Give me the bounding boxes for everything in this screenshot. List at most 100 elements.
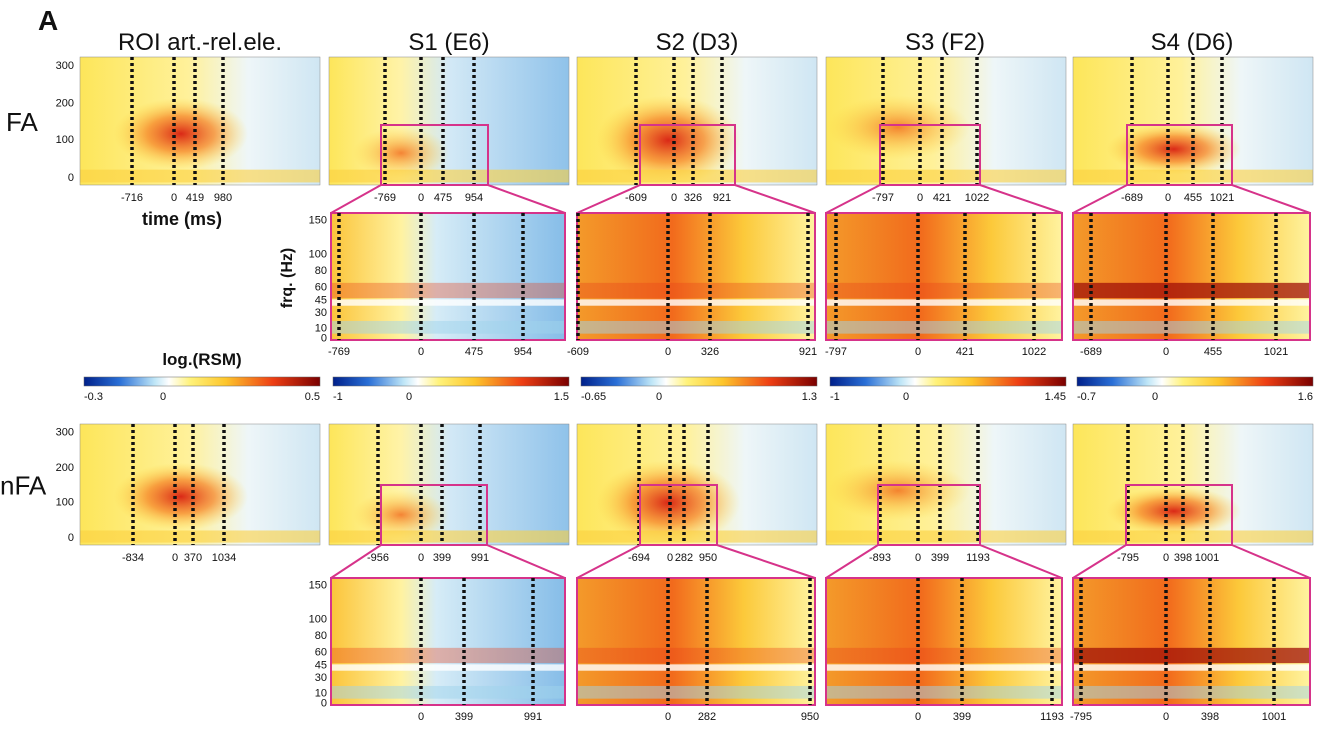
zoom-frame	[330, 577, 566, 706]
y-tick-label: 30	[315, 307, 327, 319]
x-tick-label: -797	[825, 346, 847, 358]
x-tick-label: 0	[418, 711, 424, 723]
zoom-box	[639, 484, 718, 546]
x-tick-label: 991	[524, 711, 542, 723]
zoom-connector	[979, 184, 1063, 214]
x-tick-label: 1022	[1022, 346, 1046, 358]
heatmap-blob	[826, 95, 970, 160]
x-tick-label: 475	[465, 346, 483, 358]
x-tick-label: -769	[328, 346, 350, 358]
y-tick-label: 150	[309, 214, 327, 226]
zoom-connector	[487, 184, 566, 214]
zoom-connector	[1072, 544, 1127, 579]
y-tick-label: 60	[315, 647, 327, 659]
colorbar-tick-label: 0.5	[305, 391, 320, 403]
x-tick-label: 1193	[966, 552, 990, 564]
zoom-band	[1073, 664, 1310, 671]
x-tick-label: 1021	[1210, 192, 1234, 204]
zoom-band	[331, 664, 565, 671]
x-tick-label: 0	[172, 552, 178, 564]
heatmap-band	[80, 169, 320, 183]
colorbar-tick-label: 0	[903, 391, 909, 403]
y-tick-label: 200	[56, 98, 74, 110]
x-tick-label: -956	[367, 552, 389, 564]
zoom-heatmap	[1073, 213, 1310, 340]
panel-label: A	[38, 5, 58, 36]
zoom-connector	[1072, 184, 1128, 214]
zoom-connector	[716, 544, 816, 579]
heatmap-band	[577, 169, 817, 183]
zoom-box	[639, 124, 736, 186]
x-tick-label: 0	[665, 346, 671, 358]
x-tick-label: 370	[184, 552, 202, 564]
heatmap-band	[826, 530, 1066, 543]
x-tick-label: 0	[915, 711, 921, 723]
heatmap-blob	[826, 460, 970, 521]
zoom-band	[577, 299, 815, 306]
x-tick-label: 0	[1163, 552, 1169, 564]
zoom-frame	[1072, 577, 1311, 706]
zoom-band	[826, 282, 1062, 299]
colorbar-label: log.(RSM)	[162, 350, 241, 369]
y-tick-label: 300	[56, 427, 74, 439]
colorbar-tick-label: -0.3	[84, 391, 103, 403]
x-tick-label: 282	[675, 552, 693, 564]
heatmap-frame	[79, 423, 321, 546]
heatmap-blob	[596, 95, 741, 185]
x-tick-label: 455	[1184, 192, 1202, 204]
colorbar-tick-label: -1	[830, 391, 840, 403]
heatmap-blob	[596, 460, 741, 545]
y-tick-label: 30	[315, 672, 327, 684]
x-tick-label: -795	[1070, 711, 1092, 723]
colorbar-tick-label: -0.7	[1077, 391, 1096, 403]
zoom-heatmap	[826, 213, 1062, 340]
zoom-connector	[486, 544, 566, 579]
heatmap-band	[329, 169, 569, 183]
zoom-band	[826, 664, 1062, 671]
zoom-band	[826, 647, 1062, 664]
x-tick-label: 921	[713, 192, 731, 204]
x-tick-label: 399	[931, 552, 949, 564]
colorbar-tick-label: 1.5	[554, 391, 569, 403]
heatmap-blob	[113, 462, 248, 531]
heatmap-band	[577, 530, 817, 543]
x-tick-label: 1021	[1264, 346, 1288, 358]
x-tick-label: 0	[671, 192, 677, 204]
zoom-connector	[734, 184, 816, 214]
zoom-box	[877, 484, 981, 546]
x-tick-label: -834	[122, 552, 144, 564]
x-tick-label: 0	[667, 552, 673, 564]
zoom-band	[826, 320, 1062, 334]
zoom-connector	[576, 184, 641, 214]
colorbar-tick-label: -1	[333, 391, 343, 403]
column-title: S3 (F2)	[905, 29, 985, 56]
x-tick-label: 398	[1174, 552, 1192, 564]
x-tick-label: 0	[665, 711, 671, 723]
zoom-frame	[576, 577, 816, 706]
colorbar-tick-label: 1.3	[802, 391, 817, 403]
zoom-connector	[825, 544, 879, 579]
y-tick-label: 100	[56, 134, 74, 146]
zoom-heatmap	[331, 578, 565, 705]
x-tick-label: 0	[1165, 192, 1171, 204]
heatmap-blob	[1106, 486, 1242, 536]
heatmap-frame	[79, 56, 321, 186]
colorbar-tick-label: -0.65	[581, 391, 606, 403]
y-tick-label: 45	[315, 659, 327, 671]
x-tick-label: -689	[1080, 346, 1102, 358]
x-tick-label: 0	[915, 346, 921, 358]
zoom-band	[577, 320, 815, 334]
colorbar-tick-label: 1.6	[1298, 391, 1313, 403]
x-tick-label: -609	[567, 346, 589, 358]
x-tick-label: 921	[799, 346, 817, 358]
colorbar-tick-label: 0	[1152, 391, 1158, 403]
x-tick-label: 1193	[1040, 711, 1064, 723]
zoom-band	[1073, 299, 1310, 306]
x-tick-label: 0	[418, 346, 424, 358]
row-label: nFA	[0, 471, 47, 501]
colorbar	[83, 376, 321, 387]
x-tick-label: -795	[1117, 552, 1139, 564]
y-tick-label: 100	[56, 496, 74, 508]
x-tick-label: 0	[171, 192, 177, 204]
